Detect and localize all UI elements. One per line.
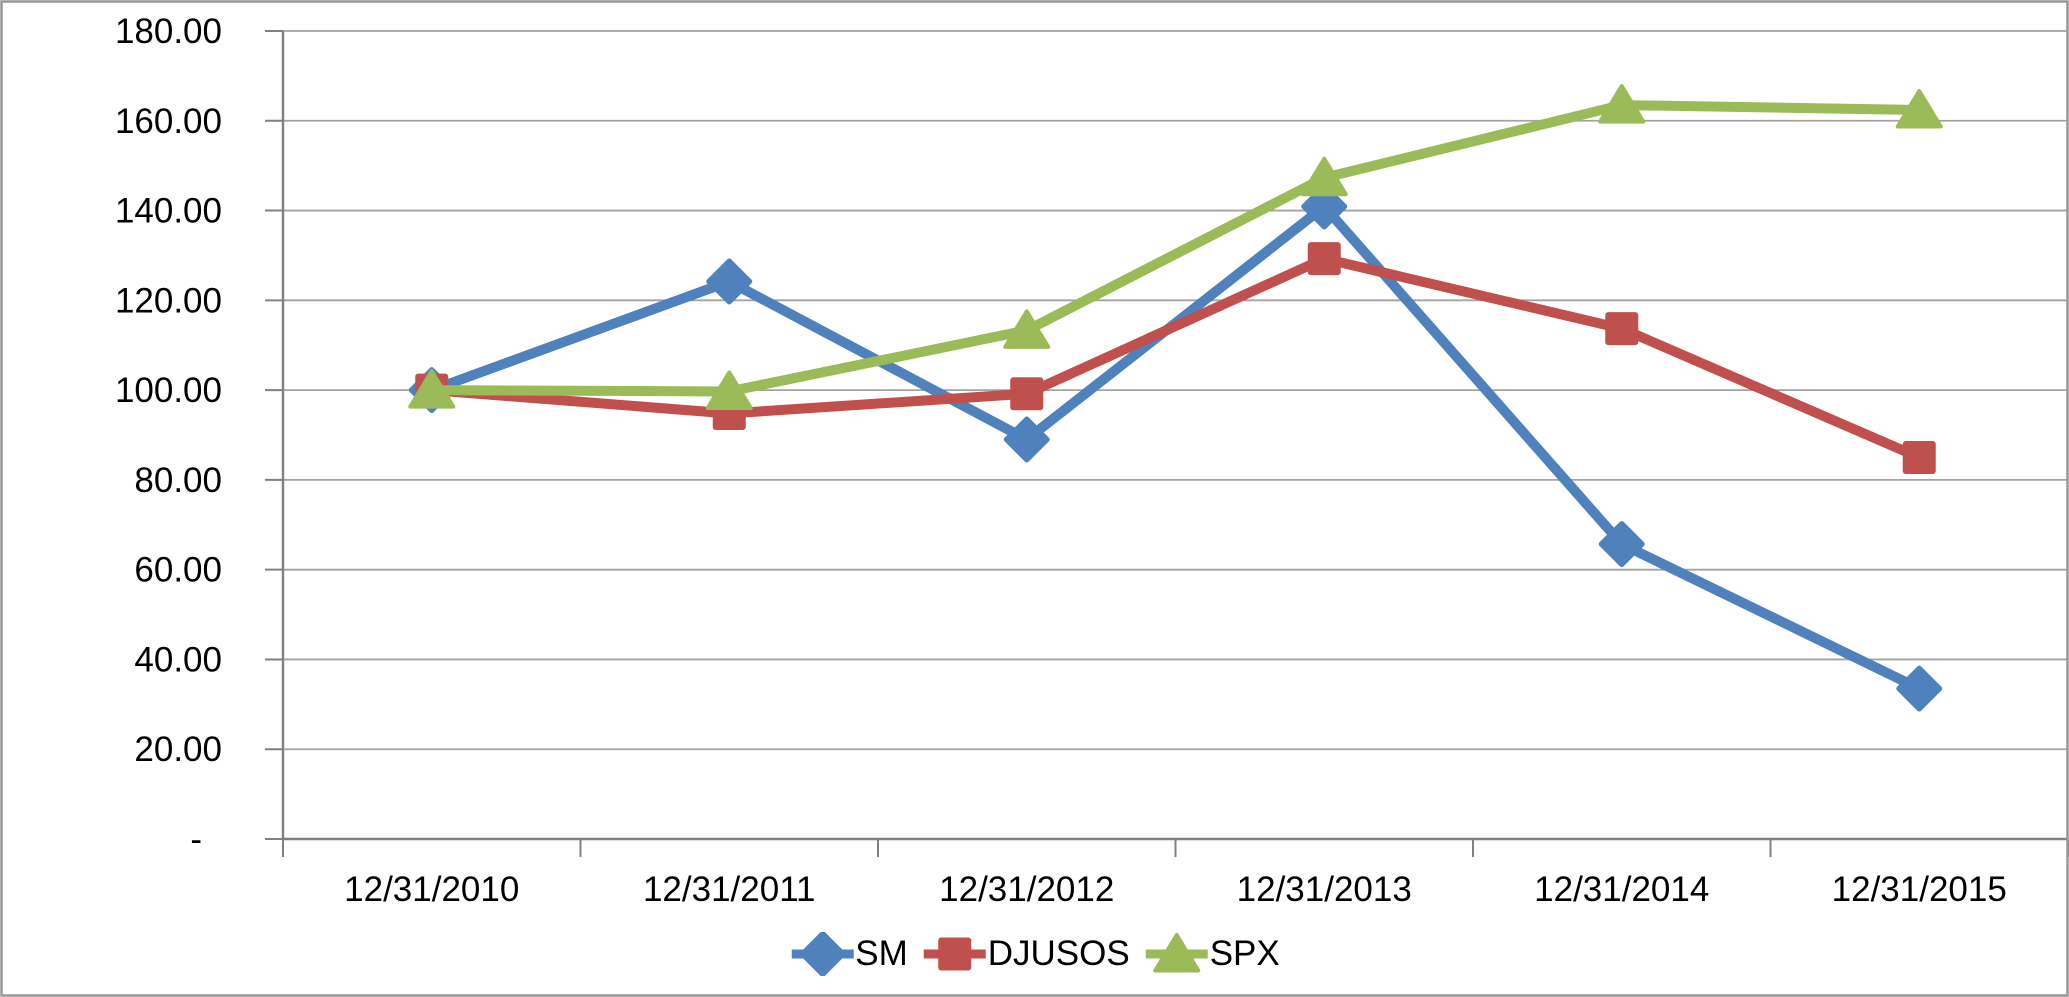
x-tick-label-2: 12/31/2012 [939,870,1114,909]
diamond-marker [1896,665,1943,712]
series-line-djusos [426,253,1925,463]
y-tick-label-20: 20.00 [134,730,222,769]
y-tick-label-100: 100.00 [115,371,222,410]
y-tick-label-80: 80.00 [134,461,222,500]
diamond-marker [799,932,846,976]
x-tick-label-4: 12/31/2014 [1534,870,1709,909]
series-line-sm [426,201,1925,694]
triangle-marker [1003,309,1051,349]
djusos-square-legend-icon [923,937,986,971]
x-tick-label-0: 12/31/2010 [344,870,519,909]
triangle-marker [1300,156,1348,197]
triangle-marker [1895,89,1943,129]
legend-label-spx: SPX [1209,934,1280,973]
series-line-spx [426,100,1925,397]
series-djusos [415,242,1936,474]
square-marker [938,937,972,971]
square-marker [1902,440,1936,474]
y-tick-label-60: 60.00 [134,551,222,590]
legend-label-sm: SM [855,934,908,973]
legend-label-djusos: DJUSOS [987,934,1130,973]
x-tick-label-1: 12/31/2011 [643,870,816,909]
y-tick-label-40: 40.00 [134,640,222,679]
square-marker [1605,312,1639,346]
triangle-marker [1598,84,1646,124]
series-spx [408,84,1943,410]
triangle-marker [705,370,753,410]
legend-item-sm: SM [789,932,908,976]
square-marker [1010,377,1044,411]
y-tick-label-0: - [190,820,202,859]
legend-item-spx: SPX [1144,932,1280,976]
triangle-marker [408,369,456,409]
diamond-marker [1003,416,1050,463]
y-tick-label-120: 120.00 [115,281,222,320]
diamond-marker [1598,521,1645,568]
x-tick-label-3: 12/31/2013 [1237,870,1412,909]
y-tick-label-140: 140.00 [115,192,222,231]
x-tick-label-5: 12/31/2015 [1832,870,2007,909]
triangle-marker [1153,933,1201,973]
spx-triangle-legend-icon [1145,933,1208,973]
y-tick-label-180: 180.00 [115,12,222,51]
diamond-marker [706,258,753,305]
y-tick-label-160: 160.00 [115,102,222,141]
legend-item-djusos: DJUSOS [922,932,1130,976]
chart-legend: SM DJUSOS SPX [789,932,1280,976]
square-marker [1307,242,1341,276]
sm-diamond-legend-icon [791,932,854,976]
series-sm [408,183,1943,712]
